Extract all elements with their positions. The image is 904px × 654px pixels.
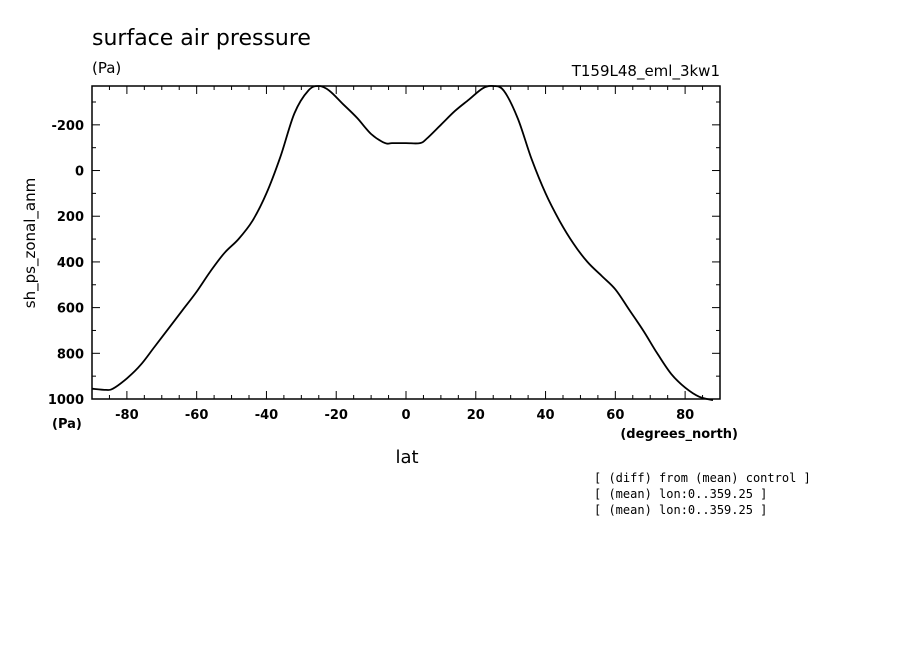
x-tick-label: 0 — [401, 408, 410, 423]
x-axis-label: lat — [395, 447, 418, 468]
y-tick-label: -200 — [51, 119, 84, 134]
x-axis-units: (degrees_north) — [620, 427, 738, 442]
y-tick-label: 400 — [57, 256, 84, 271]
y-tick-labels: -200 0 200 400 600 800 1000 — [48, 119, 84, 408]
x-tick-labels: -80 -60 -40 -20 0 20 40 60 80 — [115, 408, 694, 423]
x-tick-label: -20 — [324, 408, 348, 423]
y-tick-label: 0 — [75, 165, 84, 180]
y-axis-label: sh_ps_zonal_anm — [21, 178, 40, 308]
units-label: (Pa) — [92, 59, 121, 77]
run-label: T159L48_eml_3kw1 — [571, 62, 720, 81]
y-tick-label: 600 — [57, 302, 84, 317]
series-line — [91, 84, 714, 401]
y-tick-label: 800 — [57, 347, 84, 362]
x-tick-label: 80 — [676, 408, 694, 423]
plot-frame — [91, 85, 721, 400]
chart-title: surface air pressure — [92, 26, 311, 51]
x-tick-label: 60 — [606, 408, 624, 423]
y-tick-label: 200 — [57, 210, 84, 225]
note-line-2: [ (mean) lon:0..359.25 ] — [594, 487, 767, 501]
tick-marks — [91, 86, 721, 400]
x-tick-label: 20 — [467, 408, 485, 423]
note-line-3: [ (mean) lon:0..359.25 ] — [594, 503, 767, 517]
x-tick-label: -60 — [185, 408, 209, 423]
y-tick-label: 1000 — [48, 393, 84, 408]
y-axis-units: (Pa) — [52, 417, 82, 432]
x-tick-label: -40 — [255, 408, 279, 423]
x-tick-label: -80 — [115, 408, 139, 423]
note-line-1: [ (diff) from (mean) control ] — [594, 471, 811, 485]
x-tick-label: 40 — [537, 408, 555, 423]
